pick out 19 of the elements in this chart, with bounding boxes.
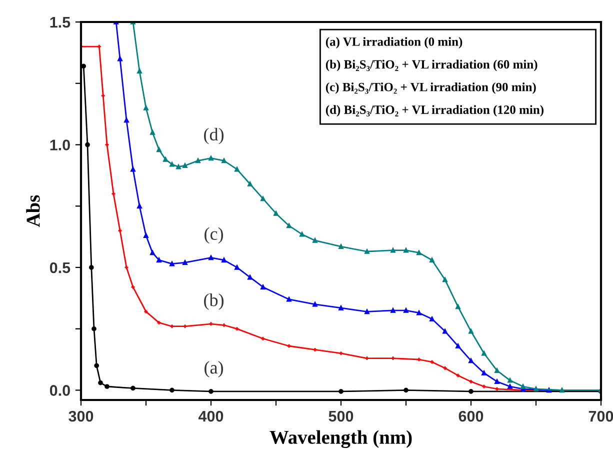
x-tick-label: 600 [458,410,484,422]
series-label: (d) [204,128,224,144]
annotation: (b) Bi₂S₃/TiO₂ + VL irradiation (60 min) [326,60,538,72]
x-tick-label: 700 [588,410,613,422]
series-label: (c) [204,227,224,244]
y-tick-label: 0.0 [50,385,70,396]
y-tick-label: 1.0 [50,140,70,150]
series-label: (a) [204,361,224,378]
x-axis-title: Wavelength (nm) [270,430,412,448]
y-tick-label: 1.5 [50,17,70,28]
y-tick-label: 0.5 [50,262,70,274]
x-tick-label: 400 [198,410,224,422]
annotation: (a) VL irradiation (0 min) [326,37,462,48]
annotation: (d) Bi₂S₃/TiO₂ + VL irradiation (120 min) [326,105,544,116]
x-tick-label: 300 [68,410,94,422]
y-axis-title: Abs [26,195,40,228]
series-label: (b) [204,294,224,310]
annotation: (c) Bi₂S₃/TiO₂ + VL irradiation (90 min) [326,82,536,94]
x-tick-label: 500 [328,410,354,422]
